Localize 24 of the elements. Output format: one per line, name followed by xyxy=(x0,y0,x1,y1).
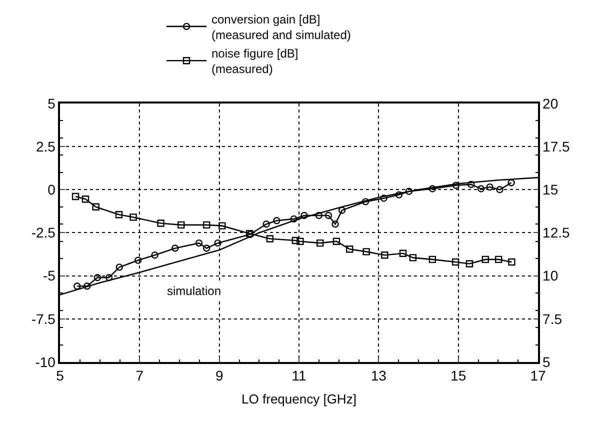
y-tick-label: -2.5 xyxy=(31,224,56,241)
x-tick-label: 17 xyxy=(530,368,546,384)
y2-tick-label: 15 xyxy=(542,182,558,198)
x-tick-label: 9 xyxy=(215,368,224,384)
x-tick-label: 7 xyxy=(136,368,144,384)
y2-tick-label: 17.5 xyxy=(542,138,570,154)
y-tick-label: -10 xyxy=(35,354,56,370)
y-tick-label: -7.5 xyxy=(31,310,56,327)
x-tick-label: 15 xyxy=(450,368,466,384)
legend-label: conversion gain [dB] (measured and simulated) xyxy=(212,12,351,42)
y-tick-label: -5 xyxy=(42,268,56,284)
y2-tick-label: 5 xyxy=(542,354,551,370)
x-axis-title: LO frequency [GHz] xyxy=(242,392,356,407)
y2-tick-label: 7.5 xyxy=(542,310,562,327)
legend-label: noise figure [dB] (measured) xyxy=(212,46,298,76)
y-tick-label: 5 xyxy=(48,95,56,112)
y2-tick-label: 12.5 xyxy=(542,224,570,241)
x-tick-label: 11 xyxy=(292,368,306,384)
y2-tick-label: 20 xyxy=(542,95,558,112)
y2-tick-label: 10 xyxy=(542,268,558,284)
y-tick-label: 2.5 xyxy=(36,138,56,154)
y-tick-label: 0 xyxy=(48,182,56,198)
x-tick-label: 13 xyxy=(370,368,387,384)
annotation: simulation xyxy=(167,284,222,298)
